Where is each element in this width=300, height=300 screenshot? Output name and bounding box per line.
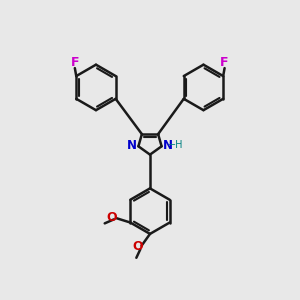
Text: N: N	[127, 139, 137, 152]
Text: F: F	[220, 56, 229, 70]
Text: F: F	[70, 56, 79, 70]
Text: N: N	[163, 139, 173, 152]
Text: −H: −H	[168, 140, 184, 150]
Text: O: O	[133, 240, 143, 253]
Text: O: O	[106, 211, 117, 224]
